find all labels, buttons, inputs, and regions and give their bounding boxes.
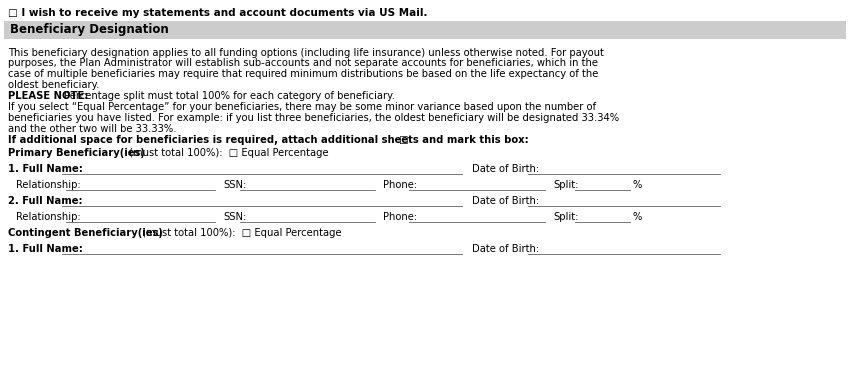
Text: oldest beneficiary.: oldest beneficiary. <box>8 80 99 89</box>
Text: PLEASE NOTE:: PLEASE NOTE: <box>8 91 88 101</box>
Text: (must total 100%):  □ Equal Percentage: (must total 100%): □ Equal Percentage <box>126 149 329 158</box>
Text: beneficiaries you have listed. For example: if you list three beneficiaries, the: beneficiaries you have listed. For examp… <box>8 113 619 123</box>
Text: (must total 100%):  □ Equal Percentage: (must total 100%): □ Equal Percentage <box>139 229 342 238</box>
Text: Date of Birth:: Date of Birth: <box>472 244 539 255</box>
Bar <box>4 21 846 39</box>
Text: This beneficiary designation applies to all funding options (including life insu: This beneficiary designation applies to … <box>8 48 603 58</box>
Text: Percentage split must total 100% for each category of beneficiary.: Percentage split must total 100% for eac… <box>61 91 395 101</box>
Text: and the other two will be 33.33%.: and the other two will be 33.33%. <box>8 124 177 133</box>
Text: If additional space for beneficiaries is required, attach additional sheets and : If additional space for beneficiaries is… <box>8 135 529 145</box>
Text: Phone:: Phone: <box>383 180 417 191</box>
Text: 2. Full Name:: 2. Full Name: <box>8 196 82 207</box>
Text: SSN:: SSN: <box>223 213 246 222</box>
Text: 1. Full Name:: 1. Full Name: <box>8 164 82 174</box>
Text: □: □ <box>396 135 409 145</box>
Text: Relationship:: Relationship: <box>16 180 81 191</box>
Text: Relationship:: Relationship: <box>16 213 81 222</box>
Text: case of multiple beneficiaries may require that required minimum distributions b: case of multiple beneficiaries may requi… <box>8 69 598 79</box>
Text: SSN:: SSN: <box>223 180 246 191</box>
Text: Phone:: Phone: <box>383 213 417 222</box>
Text: Date of Birth:: Date of Birth: <box>472 196 539 207</box>
Text: Split:: Split: <box>553 180 578 191</box>
Text: %: % <box>633 213 643 222</box>
Text: Primary Beneficiary(ies): Primary Beneficiary(ies) <box>8 149 144 158</box>
Text: Beneficiary Designation: Beneficiary Designation <box>10 23 169 36</box>
Text: Split:: Split: <box>553 213 578 222</box>
Text: %: % <box>633 180 643 191</box>
Text: □ I wish to receive my statements and account documents via US Mail.: □ I wish to receive my statements and ac… <box>8 8 428 18</box>
Text: purposes, the Plan Administrator will establish sub-accounts and not separate ac: purposes, the Plan Administrator will es… <box>8 58 598 69</box>
Text: Date of Birth:: Date of Birth: <box>472 164 539 174</box>
Text: Contingent Beneficiary(ies): Contingent Beneficiary(ies) <box>8 229 163 238</box>
Text: 1. Full Name:: 1. Full Name: <box>8 244 82 255</box>
Text: If you select “Equal Percentage” for your beneficiaries, there may be some minor: If you select “Equal Percentage” for you… <box>8 102 596 113</box>
